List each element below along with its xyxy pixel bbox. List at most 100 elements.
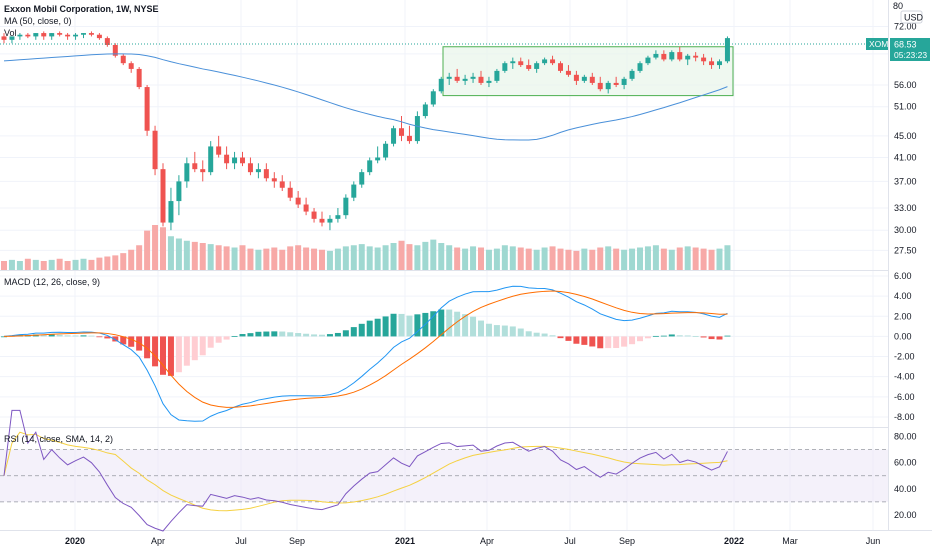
price-tag [890, 38, 930, 61]
volume-bar [621, 249, 628, 270]
price-tick-label: 30.00 [894, 225, 917, 235]
rsi-tick-label: 20.00 [894, 510, 917, 520]
ma-50-line [3, 53, 728, 141]
macd-hist-bar [136, 336, 143, 351]
candle-body [295, 197, 301, 205]
macd-hist-bar [366, 320, 373, 337]
macd-hist-bar [597, 336, 604, 349]
candle-body [693, 55, 699, 58]
volume-bar [207, 244, 214, 270]
candle-body [287, 187, 293, 198]
time-axis[interactable]: 2020 Apr Jul Sep 2021 Apr Jul Sep 2022 Mar Jun [65, 536, 880, 546]
price-tick-label: 41.00 [894, 153, 917, 163]
volume-bar [279, 249, 286, 270]
rsi-axis[interactable]: 20.00 40.00 60.00 80.00 [894, 432, 917, 520]
candle-body [279, 181, 285, 188]
volume-bar [454, 247, 461, 270]
candle-body [303, 204, 309, 212]
macd-hist-bar [295, 333, 302, 337]
macd-tick-label: 4.00 [894, 291, 912, 301]
volume-bar [152, 225, 159, 270]
macd-hist-bar [517, 328, 524, 337]
price-tick-label: 56.00 [894, 80, 917, 90]
rsi-guides [0, 449, 888, 503]
volume-bar [56, 258, 63, 270]
macd-tick-label: 0.00 [894, 331, 912, 341]
macd-hist-bar [398, 313, 405, 337]
candle-body [327, 218, 333, 223]
macd-hist-bar [311, 334, 318, 337]
macd-hist-bar [549, 335, 556, 337]
volume-bar [430, 239, 437, 270]
volume-bar [517, 247, 524, 270]
volume-bar [398, 240, 405, 270]
volume-bar [581, 248, 588, 270]
candle-body [104, 38, 110, 45]
volume-bar [493, 248, 500, 270]
candle-body [176, 181, 182, 202]
currency-label: USD [904, 13, 924, 23]
macd-hist-bar [557, 336, 564, 339]
macd-hist-bar [660, 335, 667, 337]
price-tick-label: 33.00 [894, 203, 917, 213]
macd-hist-bar [462, 314, 469, 337]
rsi-ma-line [3, 431, 728, 512]
candle-body [367, 160, 373, 173]
macd-hist-bar [700, 336, 707, 338]
volume-bar [501, 245, 508, 270]
time-tick-label: Apr [480, 536, 494, 546]
macd-hist-bar [167, 336, 174, 376]
macd-hist-bar [589, 336, 596, 347]
price-tick-label: 72.00 [894, 22, 917, 32]
macd-hist-bar [88, 335, 95, 337]
candle-body [518, 61, 524, 66]
macd-axis[interactable]: -8.00 -6.00 -4.00 -2.00 0.00 2.00 4.00 6.00 [894, 271, 915, 422]
macd-hist-bar [637, 336, 643, 342]
volume-bar [199, 243, 206, 270]
macd-hist-bar [64, 335, 71, 337]
macd-hist-bar [652, 335, 659, 337]
macd-hist-bar [350, 327, 357, 337]
candle-body [709, 61, 715, 66]
volume-bar [644, 246, 651, 270]
volume-bar [247, 248, 254, 270]
macd-hist-bar [509, 326, 516, 337]
macd-hist-bar [183, 336, 190, 366]
candle-body [200, 169, 206, 173]
volume-bar [366, 246, 373, 270]
price-tick-label: 45.00 [894, 131, 917, 141]
volume-bar [326, 250, 333, 270]
currency-badge[interactable] [900, 10, 923, 24]
candle-body [470, 76, 476, 79]
time-tick-label: 2020 [65, 536, 85, 546]
volume-bar [287, 246, 294, 270]
candle-body [430, 91, 436, 105]
macd-hist-bar [279, 331, 286, 337]
macd-hist-bar [104, 336, 111, 339]
volume-bar [692, 247, 699, 270]
macd-hist-bar [239, 334, 246, 337]
volume-bar [358, 244, 365, 270]
candle-body [637, 63, 643, 71]
macd-hist-bar [374, 318, 381, 337]
volume-bar [668, 249, 675, 270]
candle-body [343, 197, 349, 216]
candle-body [550, 59, 556, 64]
volume-bar [605, 246, 612, 270]
candle-body [17, 34, 23, 37]
candle-body [414, 116, 420, 142]
macd-hist-bar [223, 336, 230, 340]
macd-hist-bar [207, 336, 214, 348]
candle-body [255, 169, 261, 173]
candle-body [581, 76, 587, 81]
macd-hist-bar [414, 314, 421, 337]
candle-body [168, 201, 174, 223]
macd-hist-bar [684, 335, 691, 337]
volume-bar [295, 245, 302, 270]
macd-hist-bar [175, 336, 182, 373]
macd-hist-bar [716, 336, 723, 340]
candle-body [486, 80, 492, 83]
macd-hist-bar [303, 333, 310, 337]
volume-bar [1, 261, 7, 270]
